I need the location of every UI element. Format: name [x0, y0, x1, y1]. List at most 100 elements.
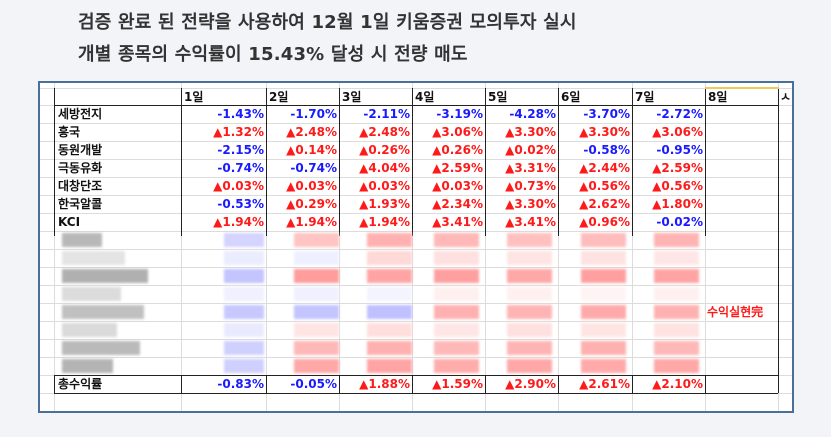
- profit-realized-note: 수익실현完: [707, 305, 764, 319]
- return-cell[interactable]: ▲1.93%: [359, 197, 410, 211]
- redacted-cell: [507, 269, 552, 283]
- return-cell[interactable]: ▲0.14%: [286, 143, 337, 157]
- return-cell[interactable]: ▲2.48%: [286, 125, 337, 139]
- redacted-cell: [367, 233, 412, 247]
- total-value-day-5[interactable]: ▲2.90%: [505, 377, 556, 391]
- column-header-day-2[interactable]: 2일: [269, 90, 289, 104]
- return-cell[interactable]: ▲2.59%: [652, 161, 703, 175]
- return-cell[interactable]: ▲0.29%: [286, 197, 337, 211]
- return-cell[interactable]: ▲3.41%: [505, 215, 556, 229]
- redacted-cell: [507, 233, 552, 247]
- redacted-cell: [581, 359, 626, 373]
- return-cell[interactable]: -2.72%: [656, 107, 703, 121]
- return-cell[interactable]: ▲3.41%: [432, 215, 483, 229]
- redacted-cell: [654, 323, 699, 337]
- redacted-cell: [434, 323, 479, 337]
- redacted-cell: [434, 233, 479, 247]
- return-cell[interactable]: ▲0.03%: [432, 179, 483, 193]
- return-cell[interactable]: ▲0.56%: [652, 179, 703, 193]
- redacted-cell: [654, 233, 699, 247]
- return-cell[interactable]: ▲0.03%: [359, 179, 410, 193]
- column-header-day-8[interactable]: 8일: [708, 90, 728, 104]
- return-cell[interactable]: ▲4.04%: [359, 161, 410, 175]
- column-header-day-3[interactable]: 3일: [342, 90, 362, 104]
- column-header-next[interactable]: ㅅ: [780, 90, 792, 104]
- stock-name[interactable]: 대창단조: [58, 179, 103, 193]
- redacted-cell: [294, 233, 339, 247]
- total-value-day-1[interactable]: -0.83%: [217, 377, 264, 391]
- redacted-cell: [434, 251, 479, 265]
- column-header-day-1[interactable]: 1일: [184, 90, 204, 104]
- return-cell[interactable]: -2.11%: [363, 107, 410, 121]
- column-header-day-4[interactable]: 4일: [415, 90, 435, 104]
- column-header-day-7[interactable]: 7일: [635, 90, 655, 104]
- redacted-cell: [434, 269, 479, 283]
- total-value-day-7[interactable]: ▲2.10%: [652, 377, 703, 391]
- return-cell[interactable]: ▲0.26%: [432, 143, 483, 157]
- total-value-day-6[interactable]: ▲2.61%: [579, 377, 630, 391]
- redacted-cell: [62, 287, 121, 301]
- return-cell[interactable]: ▲0.03%: [213, 179, 264, 193]
- return-cell[interactable]: -1.70%: [290, 107, 337, 121]
- return-cell[interactable]: ▲2.44%: [579, 161, 630, 175]
- return-cell[interactable]: ▲3.30%: [579, 125, 630, 139]
- return-cell[interactable]: ▲2.62%: [579, 197, 630, 211]
- total-value-day-2[interactable]: -0.05%: [290, 377, 337, 391]
- return-cell[interactable]: ▲0.02%: [505, 143, 556, 157]
- stock-name[interactable]: KCI: [58, 215, 81, 229]
- return-cell[interactable]: ▲2.48%: [359, 125, 410, 139]
- return-cell[interactable]: ▲2.34%: [432, 197, 483, 211]
- return-cell[interactable]: ▲1.94%: [359, 215, 410, 229]
- redacted-cell: [62, 269, 148, 283]
- total-row: 총수익률 -0.83% -0.05% ▲1.88% ▲1.59% ▲2.90% …: [40, 375, 792, 393]
- return-cell[interactable]: -4.28%: [509, 107, 556, 121]
- total-value-day-4[interactable]: ▲1.59%: [432, 377, 483, 391]
- stock-name[interactable]: 극동유화: [58, 161, 103, 175]
- return-cell[interactable]: ▲3.30%: [505, 197, 556, 211]
- return-cell[interactable]: ▲1.80%: [652, 197, 703, 211]
- total-label[interactable]: 총수익률: [58, 377, 103, 391]
- column-header-day-5[interactable]: 5일: [488, 90, 508, 104]
- return-cell[interactable]: -0.95%: [656, 143, 703, 157]
- redacted-cell: [294, 305, 339, 319]
- redacted-cell: [434, 287, 479, 301]
- return-cell[interactable]: ▲0.56%: [579, 179, 630, 193]
- return-cell[interactable]: -3.70%: [583, 107, 630, 121]
- stock-name[interactable]: 세방전지: [58, 107, 103, 121]
- return-cell[interactable]: -2.15%: [217, 143, 264, 157]
- redacted-cell: [581, 287, 626, 301]
- column-header-day-6[interactable]: 6일: [561, 90, 581, 104]
- return-cell[interactable]: ▲0.03%: [286, 179, 337, 193]
- return-cell[interactable]: -3.19%: [436, 107, 483, 121]
- redacted-cell: [654, 341, 699, 355]
- return-cell[interactable]: ▲3.06%: [432, 125, 483, 139]
- redacted-cell: [294, 251, 339, 265]
- return-cell[interactable]: ▲0.26%: [359, 143, 410, 157]
- return-cell[interactable]: ▲2.59%: [432, 161, 483, 175]
- redacted-cell: [62, 359, 113, 373]
- redacted-cell: [294, 359, 339, 373]
- table-row: 흥국 ▲1.32% ▲2.48% ▲2.48% ▲3.06% ▲3.30% ▲3.30% ▲3…: [40, 123, 792, 141]
- return-cell[interactable]: ▲1.94%: [213, 215, 264, 229]
- return-cell[interactable]: -0.74%: [217, 161, 264, 175]
- return-cell[interactable]: ▲1.94%: [286, 215, 337, 229]
- return-cell[interactable]: ▲3.06%: [652, 125, 703, 139]
- return-cell[interactable]: -0.53%: [217, 197, 264, 211]
- return-cell[interactable]: ▲0.73%: [505, 179, 556, 193]
- stock-name[interactable]: 흥국: [58, 125, 81, 139]
- redacted-cell: [224, 287, 264, 301]
- return-cell[interactable]: ▲0.96%: [579, 215, 630, 229]
- redacted-cell: [294, 323, 339, 337]
- stock-name[interactable]: 동원개발: [58, 143, 103, 157]
- total-value-day-3[interactable]: ▲1.88%: [359, 377, 410, 391]
- return-cell[interactable]: ▲3.31%: [505, 161, 556, 175]
- stock-name[interactable]: 한국알콜: [58, 197, 103, 211]
- return-cell[interactable]: -1.43%: [217, 107, 264, 121]
- return-cell[interactable]: ▲1.32%: [213, 125, 264, 139]
- return-cell[interactable]: -0.02%: [656, 215, 703, 229]
- return-cell[interactable]: -0.58%: [583, 143, 630, 157]
- return-cell[interactable]: -0.74%: [290, 161, 337, 175]
- redacted-cell: [367, 251, 412, 265]
- return-cell[interactable]: ▲3.30%: [505, 125, 556, 139]
- redacted-cell: [62, 233, 102, 247]
